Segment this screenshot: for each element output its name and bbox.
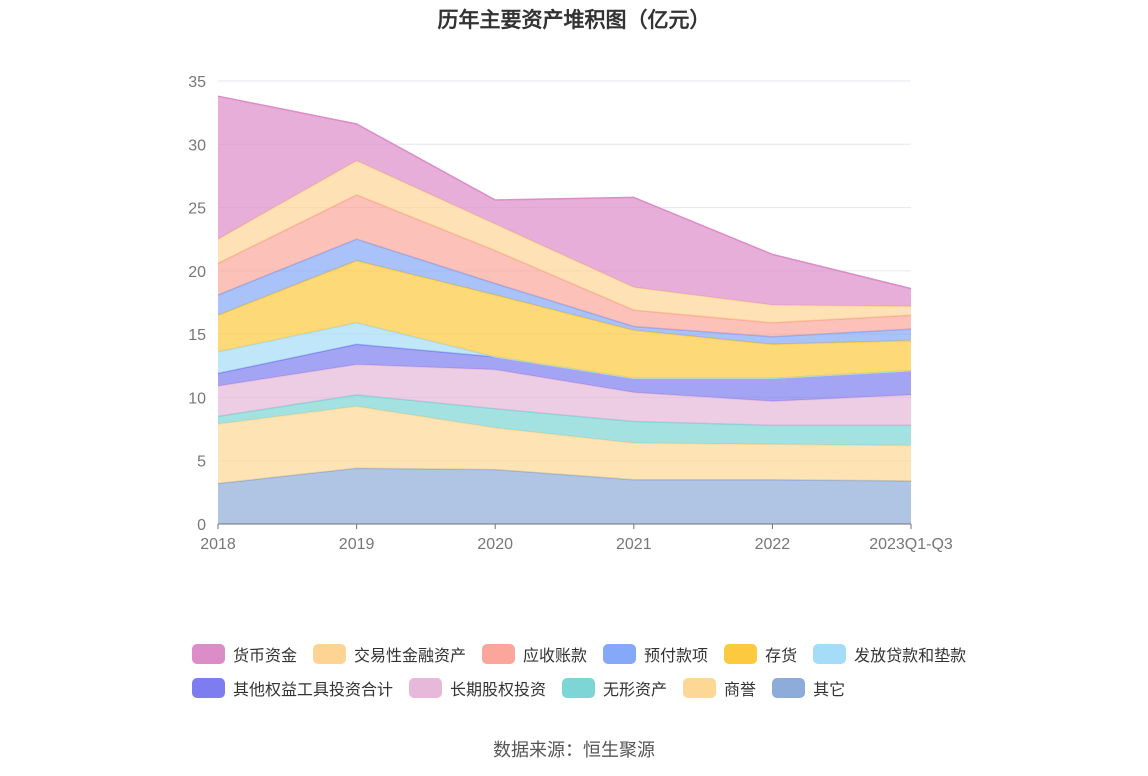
area-10 (218, 160, 911, 323)
legend-label: 发放贷款和垫款 (854, 648, 967, 665)
area-11 (218, 96, 911, 307)
legend-label: 预付款项 (644, 648, 709, 665)
legend-item[interactable]: 发放贷款和垫款 (813, 642, 966, 666)
legend-row-2: 其他权益工具投资合计 长期股权投资 无形资产 商誉 其它 (192, 671, 992, 705)
legend-swatch (603, 644, 637, 664)
legend-item[interactable]: 存货 (724, 642, 797, 666)
x-tick-label: 2019 (339, 536, 375, 553)
legend-item[interactable]: 其它 (772, 676, 845, 700)
legend-swatch (724, 644, 758, 664)
legend-label: 应收账款 (523, 648, 588, 665)
y-tick-label: 20 (188, 264, 206, 281)
legend-swatch (482, 644, 516, 664)
area-8 (218, 239, 911, 345)
x-tick-label: 2021 (616, 536, 652, 553)
legend-swatch (409, 678, 443, 698)
legend-item[interactable]: 商誉 (683, 676, 756, 700)
x-tick-label: 2022 (755, 536, 791, 553)
legend-swatch (813, 644, 847, 664)
series-line-11 (217, 95, 912, 290)
legend-label: 无形资产 (603, 682, 668, 699)
legend-item[interactable]: 货币资金 (192, 642, 297, 666)
area-9 (218, 194, 911, 337)
legend-swatch (313, 644, 347, 664)
y-tick-label: 25 (188, 201, 206, 218)
y-tick-label: 10 (188, 390, 206, 407)
legend-swatch (683, 678, 717, 698)
area-7 (218, 260, 911, 379)
stacked-area-chart: 0 5 10 15 20 25 30 35 2018 2019 2020 2021 2022 2023Q1… (188, 74, 953, 553)
y-tick-label: 35 (188, 74, 206, 91)
legend-item[interactable]: 交易性金融资产 (313, 642, 466, 666)
y-tick-label: 5 (197, 454, 206, 471)
legend-label: 长期股权投资 (450, 682, 547, 699)
x-tick-label: 2018 (200, 536, 236, 553)
x-tick-label: 2020 (477, 536, 513, 553)
area-5 (218, 344, 911, 402)
area-6 (218, 322, 911, 379)
area-4 (218, 364, 911, 426)
chart-title: 历年主要资产堆积图（亿元） (437, 9, 711, 32)
legend-row-1: 货币资金 交易性金融资产 应收账款 预付款项 存货 发放贷款和垫款 (192, 637, 992, 671)
legend-swatch (772, 678, 806, 698)
area-2 (218, 406, 911, 484)
y-tick-label: 30 (188, 137, 206, 154)
legend-swatch (192, 678, 225, 698)
legend-label: 存货 (765, 648, 798, 665)
legend-item[interactable]: 应收账款 (482, 642, 587, 666)
legend-item[interactable]: 无形资产 (562, 676, 667, 700)
legend-swatch (192, 644, 225, 664)
legend-item[interactable]: 长期股权投资 (409, 676, 546, 700)
legend-label: 其它 (813, 682, 846, 699)
data-source: 数据来源：恒生聚源 (493, 740, 655, 760)
y-tick-label: 15 (188, 327, 206, 344)
y-tick-label: 0 (197, 517, 206, 534)
area-1 (218, 468, 911, 524)
legend-label: 货币资金 (233, 648, 298, 665)
legend-swatch (562, 678, 596, 698)
legend: 货币资金 交易性金融资产 应收账款 预付款项 存货 发放贷款和垫款 其他权益工具投资合计 长… (192, 637, 992, 705)
x-tick-label: 2023Q1-Q3 (869, 536, 953, 553)
legend-item[interactable]: 其他权益工具投资合计 (192, 676, 393, 700)
legend-label: 交易性金融资产 (354, 648, 467, 665)
area-3 (218, 394, 911, 446)
legend-label: 商誉 (724, 682, 757, 699)
legend-label: 其他权益工具投资合计 (233, 682, 394, 699)
legend-item[interactable]: 预付款项 (603, 642, 708, 666)
